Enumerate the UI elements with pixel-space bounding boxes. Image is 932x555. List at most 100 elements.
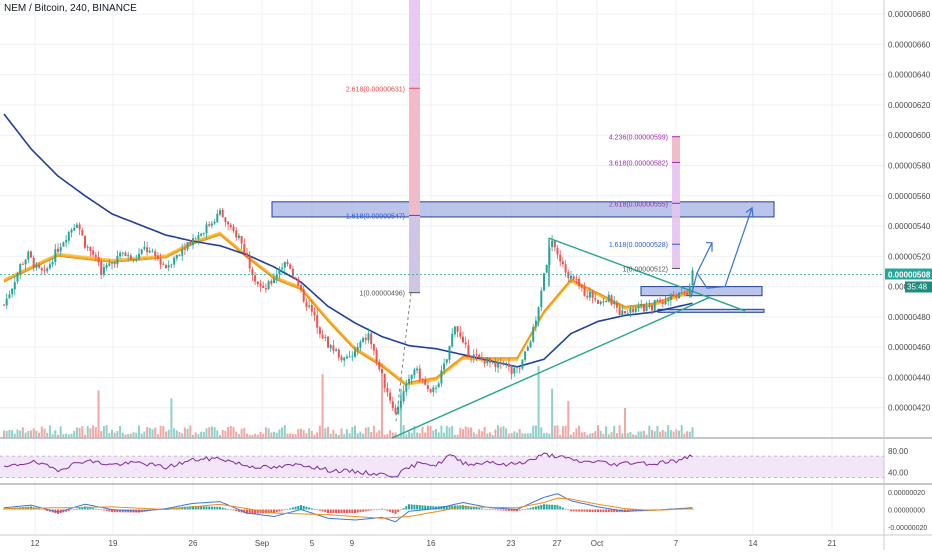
volume-bar — [532, 425, 535, 438]
candle-body — [588, 291, 591, 298]
volume-bar — [65, 433, 68, 438]
support-line[interactable] — [657, 308, 765, 313]
candle-body — [219, 210, 221, 215]
volume-bar — [154, 427, 157, 438]
macd-histogram-bar — [499, 509, 502, 511]
candle-body — [534, 320, 537, 327]
volume-bar — [313, 434, 316, 438]
macd-histogram-bar — [570, 509, 572, 512]
candle-body — [100, 261, 103, 275]
volume-bar — [486, 433, 489, 438]
volume-bar — [183, 427, 186, 438]
candle-body — [394, 407, 397, 414]
macd-histogram-bar — [389, 509, 392, 512]
candle-body — [475, 354, 478, 356]
volume-bar — [559, 434, 562, 438]
volume-bar — [246, 433, 248, 438]
x-tick-label: 27 — [553, 539, 562, 548]
projection-path[interactable] — [690, 242, 713, 298]
volume-bar — [262, 433, 265, 438]
y-tick-label: 0.00000640 — [888, 71, 931, 80]
candle-body — [205, 224, 208, 234]
volume-bar — [659, 431, 662, 438]
volume-bar — [491, 434, 494, 438]
volume-bar — [556, 425, 559, 438]
candle-body — [367, 333, 370, 341]
macd-histogram-bar — [267, 509, 270, 514]
volume-bar — [121, 432, 124, 438]
macd-histogram-bar — [548, 504, 551, 510]
fib-level-label: 2.618(0.00000555) — [609, 201, 668, 208]
macd-histogram-bar — [399, 509, 402, 511]
macd-histogram-bar — [594, 509, 597, 513]
volume-bar — [389, 430, 392, 438]
macd-histogram-bar — [426, 505, 429, 510]
descending-trendline[interactable] — [548, 237, 746, 312]
candle-body — [327, 336, 329, 348]
volume-bar — [348, 433, 351, 438]
macd-histogram-bar — [348, 509, 351, 513]
volume-bar — [89, 428, 92, 438]
volume-bar — [305, 433, 308, 438]
volume-bar — [418, 433, 421, 438]
macd-histogram-bar — [278, 509, 281, 512]
candle-body — [148, 250, 151, 253]
volume-bar — [637, 431, 640, 438]
candle-body — [92, 250, 95, 255]
volume-bar — [615, 433, 618, 438]
candle-body — [140, 249, 143, 254]
symbol-title[interactable]: NEM / Bitcoin, 240, BINANCE — [4, 3, 137, 14]
candle-body — [165, 265, 167, 269]
candle-body — [221, 209, 224, 218]
volume-bar — [302, 430, 305, 438]
volume-bar — [30, 430, 32, 438]
projection-path[interactable] — [696, 207, 753, 289]
candle-body — [313, 311, 316, 316]
macd-histogram-bar — [216, 506, 219, 510]
candle-body — [289, 264, 292, 269]
volume-bar — [159, 425, 162, 438]
volume-bar — [688, 431, 691, 438]
candle-body — [505, 363, 508, 364]
candle-body — [597, 299, 599, 304]
macd-histogram-bar — [324, 509, 327, 513]
breakout-zone[interactable] — [640, 286, 763, 297]
candle-body — [426, 385, 429, 389]
candle-body — [453, 326, 456, 335]
volume-bar — [156, 434, 159, 438]
volume-bar — [291, 433, 294, 438]
macd-histogram-bar — [43, 509, 46, 511]
macd-histogram-bar — [391, 509, 394, 513]
ascending-trendline[interactable] — [391, 296, 711, 439]
volume-bar — [113, 432, 116, 438]
candle-body — [8, 294, 11, 299]
macd-histogram-bar — [97, 509, 100, 510]
candle-body — [300, 285, 302, 290]
volume-bar — [46, 432, 49, 438]
volume-bar — [489, 432, 491, 438]
fib-band-blue — [409, 215, 420, 293]
macd-histogram-bar — [321, 509, 324, 512]
volume-bar — [648, 425, 651, 438]
volume-bar — [445, 425, 448, 438]
volume-bar — [140, 433, 143, 438]
volume-bar — [24, 432, 27, 438]
volume-bar — [200, 431, 203, 438]
volume-bar — [100, 431, 103, 438]
macd-histogram-bar — [559, 506, 562, 510]
volume-bar — [127, 433, 130, 438]
macd-histogram-bar — [78, 507, 81, 510]
macd-histogram-bar — [510, 509, 513, 511]
candle-body — [192, 238, 194, 245]
macd-histogram-bar — [567, 509, 570, 511]
volume-bar — [456, 434, 459, 438]
macd-histogram-bar — [483, 508, 486, 510]
resistance-zone[interactable] — [271, 201, 775, 218]
volume-bar — [232, 427, 235, 438]
macd-histogram-bar — [580, 509, 583, 512]
fib-band-red — [409, 88, 420, 293]
volume-bar — [129, 433, 132, 438]
candle-body — [602, 301, 605, 303]
macd-histogram-bar — [610, 509, 613, 513]
